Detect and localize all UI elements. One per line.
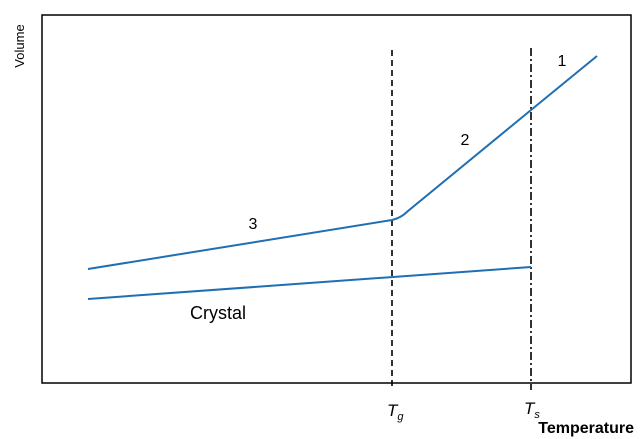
liquid-curve-region-2	[391, 109, 532, 221]
region-3-label: 3	[249, 216, 258, 233]
crystal-line	[87, 266, 532, 300]
region-1-label: 1	[558, 53, 567, 70]
ts-marker-label: Ts	[524, 399, 540, 421]
y-axis-label: Volume	[12, 24, 27, 67]
region-2-label: 2	[461, 132, 470, 149]
liquid-curve-region-1	[530, 55, 598, 111]
tg-marker-label: Tg	[387, 401, 404, 423]
x-axis-label: Temperature	[538, 420, 634, 437]
glass-curve-region-3	[87, 219, 393, 270]
crystal-label: Crystal	[190, 303, 246, 323]
plot-frame	[41, 14, 632, 384]
